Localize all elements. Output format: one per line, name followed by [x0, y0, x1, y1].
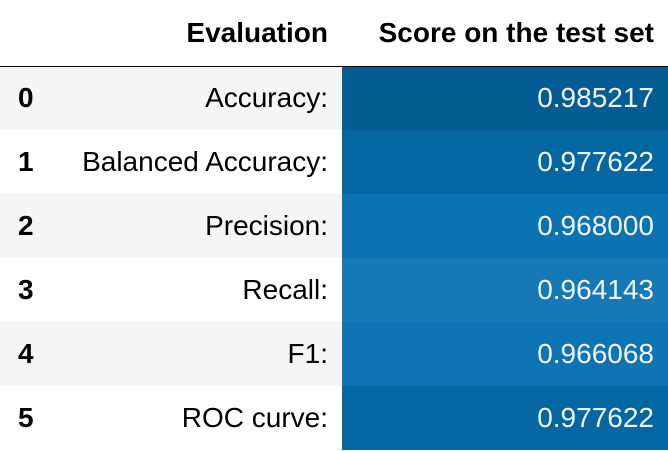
table-row: 4 F1: 0.966068 — [0, 322, 668, 386]
score-cell: 0.964143 — [342, 258, 668, 322]
evaluation-cell: Balanced Accuracy: — [60, 130, 342, 194]
row-index: 0 — [0, 66, 60, 130]
evaluation-cell: Accuracy: — [60, 66, 342, 130]
score-cell: 0.968000 — [342, 194, 668, 258]
evaluation-cell: ROC curve: — [60, 386, 342, 450]
index-header — [0, 0, 60, 67]
evaluation-cell: Recall: — [60, 258, 342, 322]
row-index: 4 — [0, 322, 60, 386]
table-row: 1 Balanced Accuracy: 0.977622 — [0, 130, 668, 194]
score-cell: 0.966068 — [342, 322, 668, 386]
header-row: Evaluation Score on the test set — [0, 0, 668, 67]
evaluation-cell: F1: — [60, 322, 342, 386]
table-row: 3 Recall: 0.964143 — [0, 258, 668, 322]
score-cell: 0.985217 — [342, 66, 668, 130]
score-cell: 0.977622 — [342, 130, 668, 194]
row-index: 5 — [0, 386, 60, 450]
evaluation-cell: Precision: — [60, 194, 342, 258]
row-index: 2 — [0, 194, 60, 258]
score-cell: 0.977622 — [342, 386, 668, 450]
table-row: 0 Accuracy: 0.985217 — [0, 66, 668, 130]
row-index: 1 — [0, 130, 60, 194]
score-header: Score on the test set — [342, 0, 668, 67]
table-row: 2 Precision: 0.968000 — [0, 194, 668, 258]
row-index: 3 — [0, 258, 60, 322]
evaluation-header: Evaluation — [60, 0, 342, 67]
table-row: 5 ROC curve: 0.977622 — [0, 386, 668, 450]
